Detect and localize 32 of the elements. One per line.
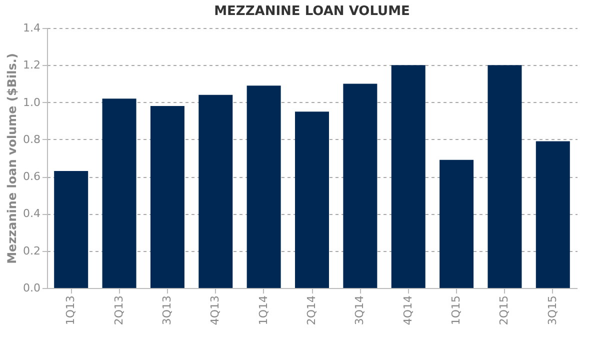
bar [54, 171, 88, 288]
bar [150, 106, 184, 288]
bar [246, 86, 281, 288]
y-tick-label: 0.8 [23, 132, 40, 146]
x-tick-label: 2Q15 [498, 296, 511, 326]
bar [488, 65, 522, 288]
bar [440, 160, 474, 288]
bar [536, 141, 570, 288]
x-tick-label: 4Q14 [401, 296, 414, 326]
x-tick-label: 4Q13 [208, 296, 222, 326]
x-tick-label: 1Q13 [64, 296, 78, 326]
chart-title: MEZZANINE LOAN VOLUME [214, 4, 410, 19]
x-tick-label: 3Q13 [160, 296, 174, 326]
y-tick-label: 1.0 [23, 96, 40, 109]
x-tick-label: 1Q14 [256, 296, 270, 326]
bar [295, 112, 329, 288]
bar [391, 65, 426, 288]
bar [102, 98, 136, 288]
y-tick-label: 0.6 [23, 170, 40, 184]
y-tick-label: 0.4 [23, 207, 40, 220]
x-tick-label: 2Q13 [112, 296, 126, 326]
y-tick-label: 0.0 [23, 282, 40, 294]
x-tick-label: 3Q15 [546, 296, 559, 326]
x-tick-label: 1Q15 [450, 296, 463, 326]
bar [198, 94, 233, 288]
x-tick-label: 2Q14 [305, 296, 318, 326]
y-axis-title: Mezzanine loan volume ($Bils.) [5, 53, 20, 264]
x-tick-label: 3Q14 [353, 296, 366, 326]
y-tick-label: 0.2 [23, 244, 40, 258]
bar [343, 84, 378, 288]
y-tick-label: 1.4 [23, 22, 40, 34]
y-tick-label: 1.2 [23, 58, 40, 72]
